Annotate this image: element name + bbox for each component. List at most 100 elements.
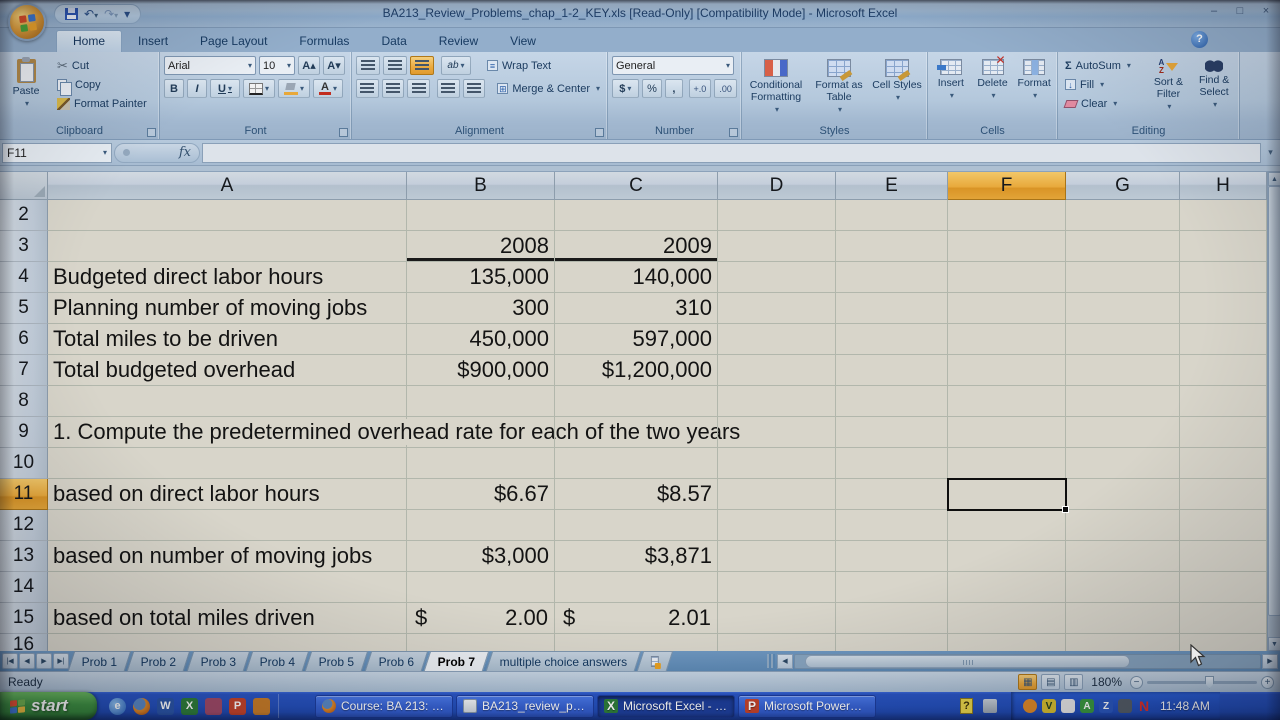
- cell-A16[interactable]: [48, 634, 407, 651]
- cell-G9[interactable]: [1066, 417, 1180, 447]
- align-center-button[interactable]: [381, 79, 405, 98]
- align-top-button[interactable]: [356, 56, 380, 75]
- cell-C11[interactable]: $8.57: [555, 479, 718, 509]
- zoom-in-button[interactable]: +: [1261, 675, 1274, 689]
- cell-styles-button[interactable]: Cell Styles: [872, 56, 922, 124]
- column-header-F[interactable]: F: [948, 172, 1066, 200]
- cell-E14[interactable]: [836, 572, 948, 602]
- font-dialog-launcher[interactable]: [339, 128, 348, 137]
- orientation-button[interactable]: ab: [441, 56, 471, 75]
- prev-sheet-button[interactable]: ◀: [19, 653, 35, 669]
- cell-F14[interactable]: [948, 572, 1066, 602]
- cell-E10[interactable]: [836, 448, 948, 478]
- cell-B11[interactable]: $6.67: [407, 479, 555, 509]
- cell-D10[interactable]: [718, 448, 836, 478]
- cell-C16[interactable]: [555, 634, 718, 651]
- paste-button[interactable]: Paste: [4, 56, 48, 108]
- fill-color-button[interactable]: [278, 79, 310, 98]
- decrease-indent-button[interactable]: [437, 79, 460, 98]
- cell-D16[interactable]: [718, 634, 836, 651]
- cell-F16[interactable]: [948, 634, 1066, 651]
- internet-explorer-icon[interactable]: e: [109, 697, 126, 715]
- tray-icon-3[interactable]: [1061, 699, 1075, 713]
- cell-D4[interactable]: [718, 262, 836, 292]
- cell-D11[interactable]: [718, 479, 836, 509]
- row-header-15[interactable]: 15: [0, 603, 48, 634]
- align-right-button[interactable]: [407, 79, 431, 98]
- cell-H2[interactable]: [1180, 200, 1267, 230]
- cell-D12[interactable]: [718, 510, 836, 540]
- percent-style-button[interactable]: %: [641, 79, 663, 98]
- cell-G4[interactable]: [1066, 262, 1180, 292]
- cell-D7[interactable]: [718, 355, 836, 385]
- cut-button[interactable]: ✂ Cut: [57, 57, 90, 73]
- start-button[interactable]: start: [0, 692, 97, 720]
- sheet-tab-prob5[interactable]: Prob 5: [305, 651, 370, 671]
- column-header-D[interactable]: D: [718, 172, 836, 200]
- cell-F8[interactable]: [948, 386, 1066, 416]
- column-header-G[interactable]: G: [1066, 172, 1180, 200]
- cell-E8[interactable]: [836, 386, 948, 416]
- cell-G2[interactable]: [1066, 200, 1180, 230]
- sheet-tab-multiple-choice[interactable]: multiple choice answers: [485, 651, 642, 671]
- font-size-combo[interactable]: 10: [259, 56, 295, 75]
- tray-icon-7[interactable]: N: [1138, 698, 1150, 714]
- sheet-tab-prob7[interactable]: Prob 7: [423, 651, 490, 671]
- help-window-icon[interactable]: ?: [960, 698, 973, 714]
- cell-F6[interactable]: [948, 324, 1066, 354]
- cell-A10[interactable]: [48, 448, 407, 478]
- cell-C7[interactable]: $1,200,000: [555, 355, 718, 385]
- increase-decimal-button[interactable]: +.0: [688, 79, 712, 98]
- align-left-button[interactable]: [356, 79, 379, 98]
- column-header-H[interactable]: H: [1180, 172, 1267, 200]
- cell-G14[interactable]: [1066, 572, 1180, 602]
- cell-D2[interactable]: [718, 200, 836, 230]
- cell-F3[interactable]: [948, 231, 1066, 261]
- scroll-right-icon[interactable]: ▶: [1262, 653, 1278, 669]
- cell-A5[interactable]: Planning number of moving jobs: [48, 293, 407, 323]
- cell-C13[interactable]: $3,871: [555, 541, 718, 571]
- first-sheet-button[interactable]: |◀: [2, 653, 18, 669]
- number-format-combo[interactable]: General: [612, 56, 734, 75]
- cell-C10[interactable]: [555, 448, 718, 478]
- task-firefox-course[interactable]: Course: BA 213: Man...: [315, 694, 453, 718]
- sheet-tab-prob3[interactable]: Prob 3: [186, 651, 251, 671]
- cell-H11[interactable]: [1180, 479, 1267, 509]
- minimize-button[interactable]: –: [1210, 5, 1218, 17]
- cell-B5[interactable]: 300: [407, 293, 555, 323]
- cell-A12[interactable]: [48, 510, 407, 540]
- grow-font-button[interactable]: A▴: [298, 56, 320, 75]
- help-icon[interactable]: ?: [1191, 31, 1208, 48]
- merge-center-button[interactable]: ⊞ Merge & Center: [494, 79, 603, 98]
- vertical-scroll-thumb[interactable]: [1268, 186, 1280, 616]
- tab-data[interactable]: Data: [381, 34, 407, 48]
- cell-F13[interactable]: [948, 541, 1066, 571]
- cell-B8[interactable]: [407, 386, 555, 416]
- cell-A7[interactable]: Total budgeted overhead: [48, 355, 407, 385]
- cell-C6[interactable]: 597,000: [555, 324, 718, 354]
- select-all-corner[interactable]: [0, 172, 48, 200]
- horizontal-scroll-thumb[interactable]: [805, 654, 1130, 668]
- cell-C2[interactable]: [555, 200, 718, 230]
- row-header-2[interactable]: 2: [0, 200, 48, 231]
- row-header-9[interactable]: 9: [0, 417, 48, 448]
- cell-B10[interactable]: [407, 448, 555, 478]
- cell-F7[interactable]: [948, 355, 1066, 385]
- cell-B14[interactable]: [407, 572, 555, 602]
- close-button[interactable]: ×: [1262, 5, 1270, 17]
- cell-E12[interactable]: [836, 510, 948, 540]
- cell-D5[interactable]: [718, 293, 836, 323]
- tray-icon-1[interactable]: [1023, 699, 1037, 713]
- last-sheet-button[interactable]: ▶|: [53, 653, 69, 669]
- tab-page-layout[interactable]: Page Layout: [200, 34, 268, 48]
- cell-G8[interactable]: [1066, 386, 1180, 416]
- cell-B12[interactable]: [407, 510, 555, 540]
- cell-C3[interactable]: 2009: [555, 231, 718, 261]
- find-select-button[interactable]: Find & Select: [1193, 56, 1235, 124]
- row-header-13[interactable]: 13: [0, 541, 48, 572]
- cell-F9[interactable]: [948, 417, 1066, 447]
- tab-insert[interactable]: Insert: [138, 34, 169, 48]
- font-color-button[interactable]: A: [313, 79, 343, 98]
